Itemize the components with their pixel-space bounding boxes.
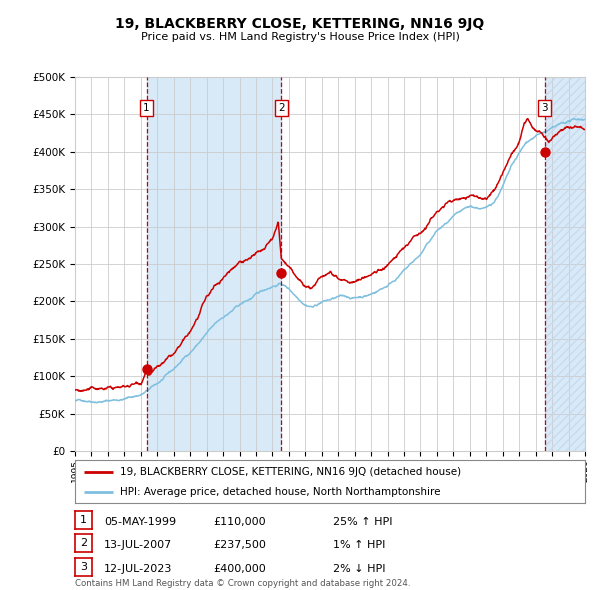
Bar xyxy=(545,77,585,451)
Text: Contains HM Land Registry data © Crown copyright and database right 2024.: Contains HM Land Registry data © Crown c… xyxy=(75,579,410,588)
Text: 3: 3 xyxy=(541,103,548,113)
Text: 1: 1 xyxy=(143,103,150,113)
Text: 05-MAY-1999: 05-MAY-1999 xyxy=(104,517,176,527)
Text: £110,000: £110,000 xyxy=(213,517,266,527)
Text: 2: 2 xyxy=(80,539,87,548)
Text: £400,000: £400,000 xyxy=(213,564,266,574)
Text: 2% ↓ HPI: 2% ↓ HPI xyxy=(333,564,385,574)
Text: 1: 1 xyxy=(80,515,87,525)
Text: 19, BLACKBERRY CLOSE, KETTERING, NN16 9JQ: 19, BLACKBERRY CLOSE, KETTERING, NN16 9J… xyxy=(115,17,485,31)
Bar xyxy=(545,77,585,451)
Bar xyxy=(146,77,281,451)
Text: 1% ↑ HPI: 1% ↑ HPI xyxy=(333,540,385,550)
Text: HPI: Average price, detached house, North Northamptonshire: HPI: Average price, detached house, Nort… xyxy=(120,487,440,497)
Text: 12-JUL-2023: 12-JUL-2023 xyxy=(104,564,172,574)
Text: Price paid vs. HM Land Registry's House Price Index (HPI): Price paid vs. HM Land Registry's House … xyxy=(140,32,460,41)
Text: 19, BLACKBERRY CLOSE, KETTERING, NN16 9JQ (detached house): 19, BLACKBERRY CLOSE, KETTERING, NN16 9J… xyxy=(120,467,461,477)
Text: 3: 3 xyxy=(80,562,87,572)
Text: 13-JUL-2007: 13-JUL-2007 xyxy=(104,540,172,550)
Text: 25% ↑ HPI: 25% ↑ HPI xyxy=(333,517,392,527)
Text: 2: 2 xyxy=(278,103,284,113)
Text: £237,500: £237,500 xyxy=(213,540,266,550)
